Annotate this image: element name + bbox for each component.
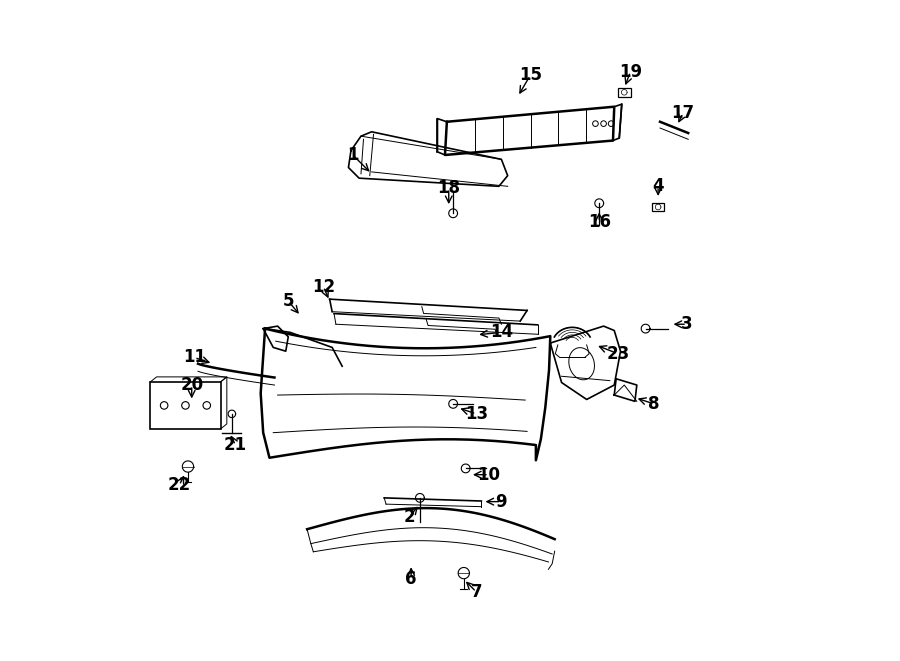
Text: 17: 17 — [671, 104, 695, 122]
Text: 8: 8 — [648, 395, 660, 413]
Text: 16: 16 — [588, 213, 611, 231]
Text: 15: 15 — [518, 66, 542, 85]
Text: 9: 9 — [496, 492, 508, 511]
Text: 20: 20 — [180, 376, 203, 394]
Text: 13: 13 — [464, 405, 488, 423]
Text: 6: 6 — [405, 570, 417, 588]
Text: 1: 1 — [347, 146, 358, 164]
Text: 5: 5 — [283, 292, 294, 310]
FancyBboxPatch shape — [652, 203, 664, 212]
Text: 11: 11 — [183, 348, 206, 366]
Text: 10: 10 — [477, 466, 500, 484]
Text: 4: 4 — [652, 177, 664, 195]
Text: 3: 3 — [681, 315, 693, 333]
Bar — [150, 382, 220, 429]
Text: 21: 21 — [224, 436, 248, 454]
Text: 2: 2 — [403, 508, 415, 525]
Text: 22: 22 — [167, 477, 191, 494]
Text: 19: 19 — [619, 63, 642, 81]
Text: 18: 18 — [437, 179, 460, 197]
FancyBboxPatch shape — [618, 88, 631, 97]
Text: 14: 14 — [490, 323, 513, 341]
Text: 23: 23 — [607, 344, 630, 363]
Text: 7: 7 — [471, 583, 482, 601]
Text: 12: 12 — [311, 278, 335, 295]
